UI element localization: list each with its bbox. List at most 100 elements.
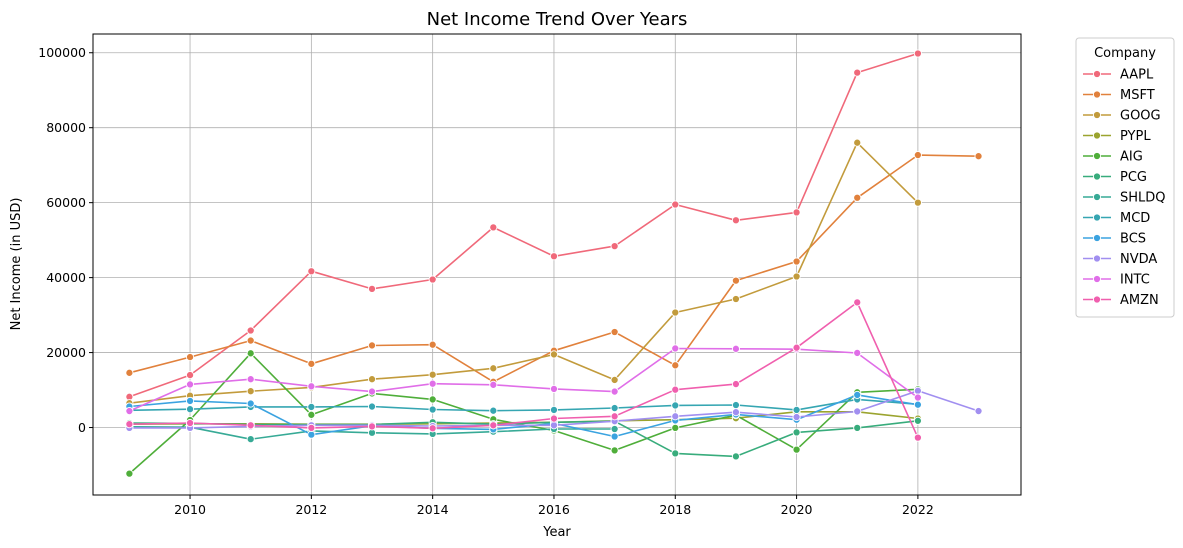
legend-item-shldq: SHLDQ [1083, 191, 1166, 206]
x-tick-label: 2010 [174, 502, 206, 517]
legend-swatch-marker [1092, 233, 1102, 243]
data-point-mcd [489, 406, 498, 415]
data-point-aapl [246, 326, 255, 335]
data-point-aapl [367, 284, 377, 293]
data-point-goog [792, 272, 801, 281]
data-point-bcs [853, 390, 862, 399]
legend-label: AMZN [1120, 293, 1159, 308]
data-point-mcd [549, 405, 559, 414]
data-point-aapl [913, 49, 922, 58]
legend-item-aapl: AAPL [1083, 68, 1154, 83]
y-tick-label: 100000 [38, 45, 86, 60]
legend-label: PCG [1120, 170, 1147, 185]
data-point-pcg [853, 423, 862, 432]
data-point-aapl [489, 223, 498, 232]
data-point-aig [428, 395, 437, 404]
data-point-aapl [731, 216, 740, 225]
data-point-msft [246, 336, 255, 345]
data-point-goog [367, 375, 377, 384]
y-axis-label: Net Income (in USD) [9, 198, 24, 331]
data-point-intc [307, 382, 316, 391]
data-point-msft [671, 361, 680, 370]
data-point-amzn [307, 423, 316, 432]
series-line-aapl [129, 52, 919, 398]
data-point-amzn [913, 433, 922, 442]
data-point-msft [185, 353, 195, 362]
data-point-intc [185, 380, 195, 389]
legend-item-goog: GOOG [1083, 109, 1161, 124]
y-tick-label: 40000 [46, 270, 86, 285]
legend-item-msft: MSFT [1083, 88, 1155, 103]
x-axis-label: Year [542, 525, 571, 540]
data-point-intc [731, 344, 740, 353]
legend-item-pypl: PYPL [1083, 129, 1151, 144]
data-point-mcd [671, 401, 680, 410]
series-line-goog [129, 141, 919, 404]
data-point-msft [125, 368, 134, 377]
legend-label: PYPL [1120, 129, 1151, 144]
legend-swatch-marker [1092, 254, 1102, 263]
data-point-aig [792, 445, 801, 454]
data-point-aapl [549, 252, 559, 261]
data-point-aapl [792, 208, 801, 217]
legend-item-nvda: NVDA [1083, 252, 1157, 267]
series-line-amzn [129, 301, 919, 439]
series-line-mcd [129, 398, 918, 412]
data-point-goog [913, 198, 922, 207]
y-tick-label: 60000 [46, 195, 86, 210]
data-point-amzn [367, 422, 377, 431]
data-point-msft [367, 341, 377, 350]
series-aapl [125, 49, 922, 401]
data-point-shldq [246, 435, 255, 444]
legend-item-bcs: BCS [1083, 232, 1146, 247]
data-point-intc [671, 344, 680, 353]
data-point-nvda [549, 421, 559, 430]
legend-swatch-marker [1092, 213, 1102, 222]
legend-swatch-marker [1092, 274, 1102, 284]
data-point-msft [853, 193, 862, 202]
data-point-aapl [428, 275, 437, 284]
data-point-nvda [853, 407, 862, 416]
data-point-nvda [671, 412, 680, 421]
legend-label: BCS [1120, 232, 1146, 247]
data-point-msft [610, 327, 619, 337]
data-point-mcd [307, 402, 316, 411]
data-point-aig [610, 446, 619, 455]
data-point-goog [853, 138, 862, 147]
legend-label: INTC [1120, 273, 1150, 288]
data-point-nvda [731, 408, 740, 417]
data-point-intc [125, 406, 134, 416]
chart-title: Net Income Trend Over Years [427, 9, 688, 30]
data-point-pcg [671, 449, 680, 458]
data-point-goog [731, 294, 740, 304]
data-point-intc [610, 387, 619, 396]
data-point-pcg [792, 428, 801, 437]
data-point-pcg [731, 452, 740, 461]
legend-label: GOOG [1120, 109, 1161, 124]
series-amzn [125, 298, 922, 442]
y-tick-label: 0 [78, 420, 86, 435]
data-point-bcs [610, 432, 619, 441]
data-point-amzn [671, 385, 680, 394]
series-line-intc [129, 347, 919, 412]
legend-swatch-marker [1092, 172, 1102, 181]
data-point-goog [549, 350, 559, 359]
legend-swatch-marker [1092, 131, 1102, 140]
legend-swatch-marker [1092, 192, 1102, 202]
legend-box [1075, 37, 1175, 318]
series-line-bcs [129, 394, 919, 438]
y-tick-label: 20000 [46, 345, 86, 360]
data-point-amzn [610, 412, 619, 421]
x-tick-label: 2014 [417, 502, 449, 517]
data-point-aig [246, 349, 255, 358]
legend-swatch-marker [1092, 69, 1102, 79]
data-point-pcg [913, 416, 922, 425]
x-tick-label: 2022 [902, 502, 934, 517]
data-point-msft [731, 276, 740, 285]
y-tick-label: 80000 [46, 120, 86, 135]
data-point-aapl [185, 371, 195, 380]
series-line-pcg [129, 420, 918, 458]
data-point-nvda [792, 412, 801, 422]
x-tick-label: 2016 [538, 502, 570, 517]
data-point-msft [913, 151, 922, 160]
